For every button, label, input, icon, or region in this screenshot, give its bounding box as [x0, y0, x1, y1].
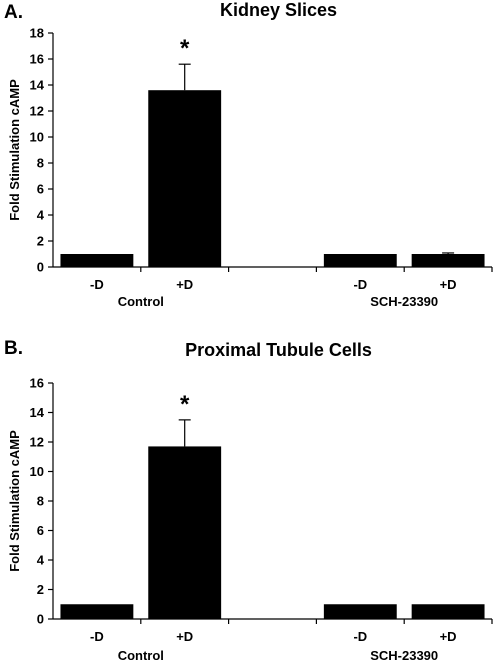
- x-category-label: -D: [353, 629, 367, 644]
- group-label: SCH-23390: [370, 648, 438, 663]
- bar: [411, 254, 485, 267]
- y-tick-label: 2: [37, 234, 44, 249]
- y-tick-label: 6: [37, 523, 44, 538]
- x-category-label: +D: [440, 629, 457, 644]
- panel-label: A.: [4, 2, 23, 23]
- x-category-label: +D: [176, 629, 193, 644]
- chart-title: Kidney Slices: [220, 0, 337, 20]
- y-tick-label: 2: [37, 582, 44, 597]
- x-category-label: -D: [90, 629, 104, 644]
- x-category-label: +D: [440, 277, 457, 292]
- bar: [60, 604, 134, 619]
- x-category-label: +D: [176, 277, 193, 292]
- y-tick-label: 12: [30, 104, 44, 119]
- panel-a: A. Kidney Slices Fold Stimulation cAMP 0 2 4 6…: [4, 0, 493, 309]
- chart-title: Proximal Tubule Cells: [185, 340, 372, 360]
- significance-marker: *: [180, 35, 190, 62]
- y-tick-label: 14: [30, 405, 45, 420]
- y-tick-label: 14: [30, 78, 45, 93]
- panel-b: B. Proximal Tubule Cells Fold Stimulation …: [4, 338, 493, 663]
- group-label: Control: [118, 294, 164, 309]
- y-tick-label: 10: [30, 130, 44, 145]
- bar: [323, 604, 397, 619]
- y-axis-label: Fold Stimulation cAMP: [7, 79, 22, 221]
- x-category-label: -D: [90, 277, 104, 292]
- group-label: SCH-23390: [370, 294, 438, 309]
- y-tick-label: 0: [37, 612, 44, 627]
- x-category-label: -D: [353, 277, 367, 292]
- y-tick-label: 12: [30, 435, 44, 450]
- y-tick-label: 0: [37, 260, 44, 275]
- y-tick-label: 10: [30, 464, 44, 479]
- group-label: Control: [118, 648, 164, 663]
- y-tick-label: 6: [37, 182, 44, 197]
- y-tick-label: 4: [37, 553, 45, 568]
- bar: [323, 254, 397, 267]
- y-tick-label: 8: [37, 156, 44, 171]
- significance-marker: *: [180, 391, 190, 418]
- panel-label: B.: [4, 338, 23, 359]
- bar: [60, 254, 134, 267]
- y-tick-label: 18: [30, 26, 44, 41]
- y-tick-label: 8: [37, 494, 44, 509]
- bar: [148, 446, 222, 619]
- y-tick-label: 4: [37, 208, 45, 223]
- y-tick-label: 16: [30, 376, 44, 391]
- bar: [148, 90, 222, 267]
- bar: [411, 604, 485, 619]
- y-axis-label: Fold Stimulation cAMP: [7, 430, 22, 572]
- y-tick-label: 16: [30, 52, 44, 67]
